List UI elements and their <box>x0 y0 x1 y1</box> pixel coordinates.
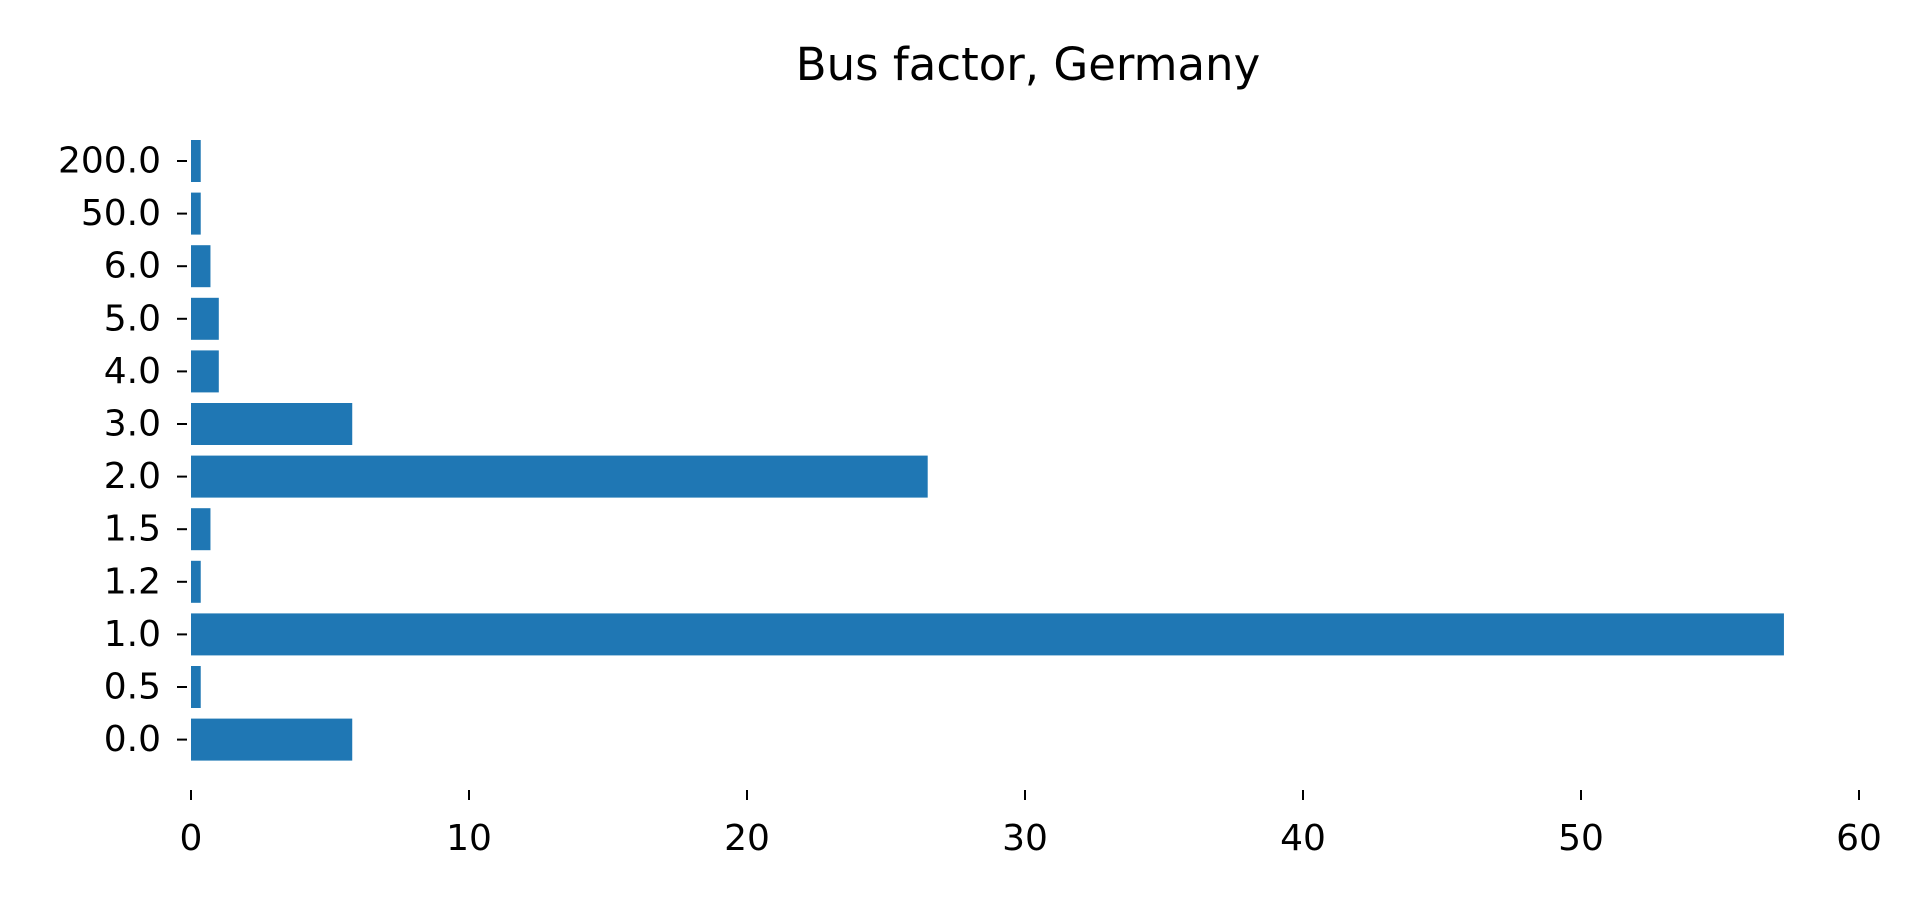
y-tick-label: 3.0 <box>104 404 161 445</box>
x-tick-label: 0 <box>180 818 203 859</box>
y-tick-label: 200.0 <box>58 141 161 182</box>
bar-3-0 <box>191 403 353 445</box>
y-tick-label: 5.0 <box>104 298 161 339</box>
bar-6-0 <box>191 245 211 288</box>
bars-group <box>191 140 1784 761</box>
x-tick-label: 30 <box>1002 818 1048 859</box>
bar-200-0 <box>191 140 201 182</box>
y-tick-label: 2.0 <box>104 456 161 497</box>
x-tick-label: 10 <box>446 818 492 859</box>
chart-title: Bus factor, Germany <box>796 38 1260 91</box>
bar-5-0 <box>191 297 219 340</box>
x-tick-label: 20 <box>724 818 770 859</box>
bar-50-0 <box>191 192 201 235</box>
bar-1-2 <box>191 560 201 603</box>
y-tick-label: 0.5 <box>104 667 161 708</box>
y-axis: 0.0 0.5 1.0 1.2 1.5 2.0 3.0 4.0 5.0 6.0 50.0 200.0 <box>58 141 187 760</box>
bar-0-0 <box>191 718 353 761</box>
bar-4-0 <box>191 350 219 393</box>
y-tick-label: 4.0 <box>104 351 161 392</box>
y-tick-label: 50.0 <box>81 193 161 234</box>
x-tick-label: 50 <box>1558 818 1604 859</box>
bar-2-0 <box>191 455 928 498</box>
x-axis: 0 10 20 30 40 50 60 <box>180 790 1882 859</box>
y-tick-label: 1.2 <box>104 561 161 602</box>
bar-1-5 <box>191 508 211 551</box>
y-tick-label: 6.0 <box>104 246 161 287</box>
y-tick-label: 0.0 <box>104 719 161 760</box>
bar-0-5 <box>191 666 201 708</box>
bar-1-0 <box>191 613 1784 656</box>
y-tick-label: 1.0 <box>104 614 161 655</box>
y-tick-label: 1.5 <box>104 509 161 550</box>
x-tick-label: 40 <box>1280 818 1326 859</box>
x-tick-label: 60 <box>1836 818 1882 859</box>
